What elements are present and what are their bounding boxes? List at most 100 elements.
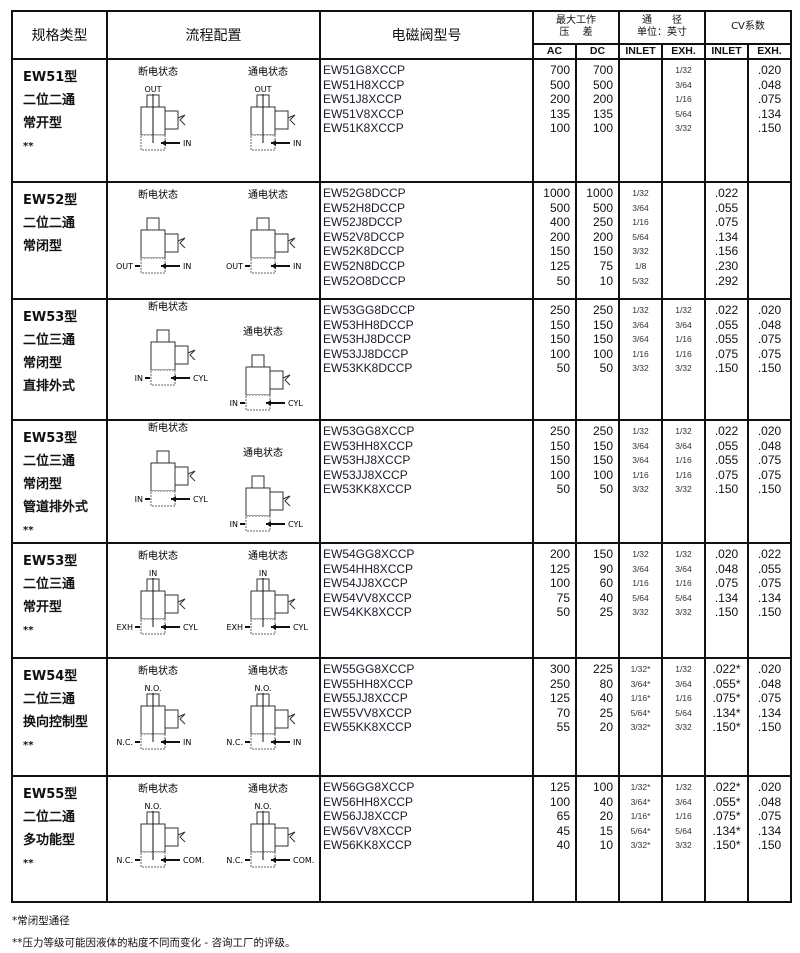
orifice-exh-value: 5/64 [675, 707, 692, 718]
energized-diagram: 通电状态 IN CYL [230, 446, 303, 532]
port-right-label: CYL [183, 623, 198, 632]
coil-icon [269, 370, 284, 390]
flow-diagram-svg: 断电状态 N.O. N.C. COM. 通电状态 N.O. N.C. COM. [116, 782, 314, 868]
cv-exh: .020.048.075.075.150 [747, 298, 792, 421]
de-energized-diagram-label: 断电状态 [148, 300, 188, 313]
port-left-label: N.C. [226, 856, 243, 865]
pressure-dc-value: 100 [592, 346, 613, 361]
de-energized-diagram: 断电状态 OUT IN [116, 188, 191, 274]
connector-icon [187, 470, 196, 482]
coil-icon [274, 827, 289, 847]
type-line: 二位二通 [23, 93, 76, 108]
valve-stem-icon [256, 217, 270, 231]
pressure-dc-value: 1000 [586, 186, 613, 200]
pressure-ac: 200 125 100 75 50 [532, 542, 577, 659]
coil-icon [164, 110, 179, 130]
model-number-value: EW53KK8DCCP [323, 361, 413, 376]
cv-exh-value: .150 [757, 121, 782, 136]
valve-body-icon [250, 229, 276, 259]
pressure-dc-value: 50 [599, 361, 613, 376]
viscosity-note-marker: ** [23, 141, 34, 152]
pressure-ac-value: 150 [549, 244, 570, 259]
cv-inlet-value: .020 [714, 547, 739, 561]
arrowhead-icon [171, 375, 176, 381]
pressure-dc-value: 150 [592, 453, 613, 468]
model-number-value: EW53KK8XCCP [323, 482, 412, 497]
orifice-exh-value: 1/32 [675, 664, 692, 674]
model-number: EW53GG8DCCP EW53HH8DCCP EW53HJ8DCCP EW53JJ8… [319, 298, 534, 421]
pressure-dc: 700 500 200 135 100 [575, 58, 620, 183]
pressure-dc-value: 50 [599, 482, 613, 497]
model-number-value: EW56VV8XCCP [323, 823, 412, 838]
header-cv: CV系数 [704, 10, 792, 45]
cv-exh-value: .134 [757, 106, 782, 121]
type-line: EW52型 [23, 193, 78, 208]
cv-exh-value: .048 [757, 794, 782, 809]
type-line: EW54型 [23, 669, 78, 684]
valve-stem-icon [251, 475, 265, 489]
orifice-exh-value: 1/16 [675, 94, 692, 105]
type-line: EW51型 [23, 70, 78, 85]
de-energized-diagram: 断电状态 IN EXH CYL [116, 549, 198, 635]
orifice-exh: 1/32 3/64 1/16 5/64 3/32 [661, 542, 706, 659]
pressure-dc-value: 20 [599, 720, 613, 735]
type-line: 二位二通 [23, 810, 76, 825]
pressure-dc-value: 225 [592, 662, 613, 676]
energized-diagram-label: 通电状态 [248, 65, 288, 78]
de-energized-diagram: 断电状态 IN CYL [135, 300, 208, 386]
energized-diagram: 通电状态 OUT IN [248, 65, 301, 151]
cv-exh-value: .048 [757, 438, 782, 453]
cv-exh-value: .022 [757, 547, 782, 561]
coil-icon [164, 709, 179, 729]
header-model: 电磁阀型号 [319, 10, 534, 60]
valve-type: EW53型 二位三通 常闭型 直排外式 [11, 298, 108, 421]
de-energized-diagram-label: 断电状态 [148, 421, 188, 434]
port-right-label: CYL [193, 374, 208, 383]
orifice-inlet-value: 3/32* [630, 722, 651, 733]
pressure-ac-value: 400 [549, 215, 570, 230]
pressure-ac-value: 100 [549, 467, 570, 482]
connector-icon [177, 713, 186, 725]
coil-icon [164, 594, 179, 614]
port-right-label: CYL [288, 399, 303, 408]
cv-inlet-value: .022 [714, 186, 739, 200]
model-number-value: EW54KK8XCCP [323, 605, 412, 620]
energized-diagram: 通电状态 N.O. N.C. COM. [226, 782, 314, 868]
cv-inlet-value: .022 [714, 303, 739, 317]
cv-exh-value: .055 [757, 561, 782, 576]
cv-inlet-value: .075 [714, 467, 739, 482]
pressure-dc-value: 80 [599, 676, 613, 691]
cv-inlet-value: .055* [712, 676, 741, 691]
arrowhead-icon [161, 140, 166, 146]
cv-exh-value: .020 [757, 662, 782, 676]
orifice-exh [661, 181, 706, 300]
footnote-1: *常闭型通径 [12, 915, 70, 927]
cv-exh-value: .075 [757, 346, 782, 361]
cv-inlet-value: .075* [712, 809, 741, 824]
type-line: 二位三通 [23, 692, 76, 707]
valve-stem-icon [156, 450, 170, 464]
cv-exh-value: .075 [757, 809, 782, 824]
cv-inlet-value: .055 [714, 453, 739, 468]
cv-inlet-value: .075 [714, 215, 739, 230]
de-energized-diagram-label: 断电状态 [138, 188, 178, 201]
cv-inlet: .022* .055* .075* .134* .150* [704, 775, 749, 903]
pressure-ac: 300 250 125 70 55 [532, 657, 577, 777]
pressure-dc-value: 10 [599, 838, 613, 853]
orifice-exh-value: 3/32 [675, 484, 692, 495]
orifice-inlet-value: 5/64 [632, 231, 649, 242]
coil-icon [269, 491, 284, 511]
pressure-ac: 250 150 150 100 50 [532, 298, 577, 421]
de-energized-diagram: 断电状态 IN CYL [135, 421, 208, 507]
energized-diagram-label: 通电状态 [243, 446, 283, 459]
pressure-ac-value: 40 [556, 838, 570, 853]
model-number-value: EW53HJ8DCCP [323, 332, 412, 347]
orifice-exh-value: 1/16 [675, 693, 692, 704]
orifice-exh-value: 1/16 [675, 455, 692, 466]
port-right-label: COM. [183, 856, 204, 865]
viscosity-note-marker: ** [23, 525, 34, 536]
cv-exh: .020.048.075.134.150 [747, 775, 792, 903]
orifice-inlet-value: 3/64 [632, 455, 649, 466]
orifice-inlet-value: 3/64* [630, 678, 651, 689]
